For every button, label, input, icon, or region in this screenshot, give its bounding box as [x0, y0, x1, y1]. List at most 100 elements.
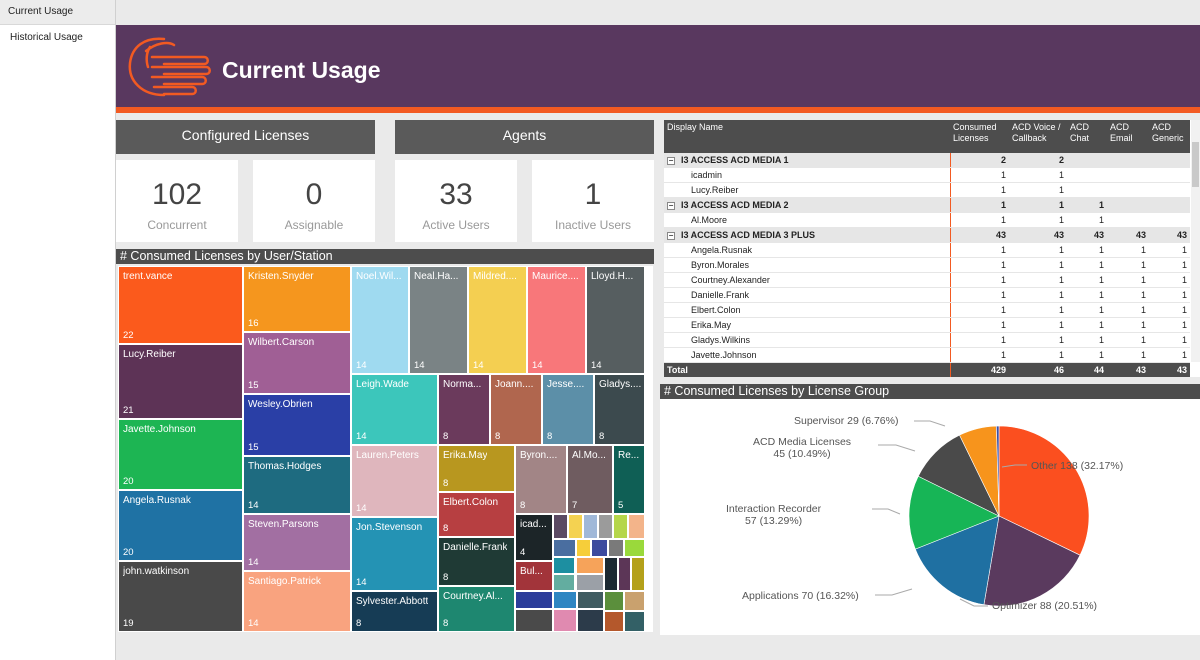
pie-slice[interactable] — [996, 425, 1000, 517]
treemap-cell[interactable]: Courtney.Al... 8 — [438, 586, 515, 632]
treemap-cell[interactable]: Gladys.... 8 — [594, 374, 645, 445]
nav-item-historical-usage[interactable]: Historical Usage — [10, 32, 83, 43]
treemap-cell[interactable] — [613, 514, 628, 539]
treemap-cell[interactable] — [604, 591, 624, 611]
treemap-cell[interactable]: Bul... — [515, 561, 553, 591]
treemap-cell[interactable]: Noel.Wil... 14 — [351, 266, 409, 374]
treemap-cell[interactable] — [583, 514, 598, 539]
treemap-cell[interactable]: Neal.Ha... 14 — [409, 266, 468, 374]
treemap-cell[interactable]: Jon.Stevenson 14 — [351, 517, 438, 591]
treemap-cell[interactable]: Lauren.Peters 14 — [351, 445, 438, 517]
table-row[interactable]: Courtney.Alexander 1 1 1 1 1 — [664, 272, 1190, 289]
table-scrollbar[interactable] — [1191, 120, 1200, 362]
treemap-cell[interactable] — [553, 609, 577, 632]
treemap-cell[interactable]: Steven.Parsons 14 — [243, 514, 351, 571]
table-row[interactable]: Elbert.Colon 1 1 1 1 1 — [664, 302, 1190, 319]
treemap-cell[interactable] — [631, 557, 645, 591]
pie-slice[interactable] — [908, 475, 1000, 550]
collapse-toggle-icon[interactable]: − — [667, 200, 675, 210]
treemap-cell[interactable]: Leigh.Wade 14 — [351, 374, 438, 445]
treemap-cell[interactable] — [515, 591, 553, 609]
treemap-cell[interactable]: Lucy.Reiber 21 — [118, 344, 243, 419]
treemap-cell[interactable]: Jesse.... 8 — [542, 374, 594, 445]
table-row[interactable]: Danielle.Frank 1 1 1 1 1 — [664, 287, 1190, 304]
col-acd-email[interactable]: ACD Email — [1107, 120, 1149, 153]
treemap-cell[interactable]: Kristen.Snyder 16 — [243, 266, 351, 332]
treemap-cell[interactable] — [624, 611, 645, 632]
treemap-cell[interactable] — [576, 574, 604, 591]
cell-generic — [1149, 212, 1190, 229]
treemap-cell[interactable] — [553, 557, 575, 574]
treemap-cell[interactable] — [604, 611, 624, 632]
treemap-cell[interactable] — [628, 514, 645, 539]
treemap-cell[interactable] — [591, 539, 608, 557]
cell-email: 1 — [1107, 302, 1149, 319]
treemap-cell-label: Noel.Wil... — [356, 271, 402, 282]
cell-email: 1 — [1107, 242, 1149, 259]
treemap-cell[interactable]: Lloyd.H... 14 — [586, 266, 645, 374]
treemap-cell[interactable] — [577, 591, 604, 609]
treemap-cell[interactable]: Mildred.... 14 — [468, 266, 527, 374]
treemap-cell[interactable] — [568, 514, 583, 539]
treemap-cell[interactable]: Norma... 8 — [438, 374, 490, 445]
treemap-cell-label: Maurice.... — [532, 271, 579, 282]
table-row[interactable]: Gladys.Wilkins 1 1 1 1 1 — [664, 332, 1190, 349]
pie-slice[interactable] — [914, 515, 1000, 606]
treemap-cell[interactable]: john.watkinson 19 — [118, 561, 243, 632]
treemap-cell[interactable]: Santiago.Patrick 14 — [243, 571, 351, 632]
treemap-cell[interactable]: Danielle.Frank 8 — [438, 537, 515, 586]
header-accent-stripe — [116, 107, 1200, 113]
treemap-cell[interactable]: Maurice.... 14 — [527, 266, 586, 374]
pie-slice[interactable] — [998, 425, 1090, 556]
treemap-cell[interactable] — [515, 609, 553, 632]
col-consumed-licenses[interactable]: Consumed Licenses — [950, 120, 1009, 153]
treemap-cell[interactable]: Sylvester.Abbott 8 — [351, 591, 438, 632]
treemap-cell[interactable] — [553, 591, 577, 609]
nav-item-current-usage[interactable]: Current Usage — [0, 0, 115, 25]
treemap-cell[interactable] — [624, 591, 645, 611]
treemap-cell[interactable]: icad... 4 — [515, 514, 553, 561]
table-row[interactable]: Erika.May 1 1 1 1 1 — [664, 317, 1190, 334]
treemap-cell[interactable]: Javette.Johnson 20 — [118, 419, 243, 490]
treemap-cell[interactable] — [604, 557, 618, 591]
table-row[interactable]: Angela.Rusnak 1 1 1 1 1 — [664, 242, 1190, 259]
table-row[interactable]: Lucy.Reiber 1 1 — [664, 182, 1190, 199]
table-group-row[interactable]: − I3 ACCESS ACD MEDIA 3 PLUS 43 43 43 43 43 — [664, 227, 1190, 244]
treemap-cell[interactable]: Joann.... 8 — [490, 374, 542, 445]
collapse-toggle-icon[interactable]: − — [667, 155, 675, 165]
treemap-cell[interactable]: Angela.Rusnak 20 — [118, 490, 243, 561]
treemap-cell[interactable]: Wesley.Obrien 15 — [243, 394, 351, 456]
treemap-cell[interactable]: Re... 5 — [613, 445, 645, 514]
treemap-cell[interactable] — [577, 609, 604, 632]
treemap-cell[interactable]: Elbert.Colon 8 — [438, 492, 515, 537]
col-acd-voice[interactable]: ACD Voice / Callback — [1009, 120, 1067, 153]
treemap-cell[interactable]: Byron.... 8 — [515, 445, 567, 514]
treemap-cell[interactable]: Al.Mo... 7 — [567, 445, 613, 514]
table-row[interactable]: icadmin 1 1 — [664, 167, 1190, 184]
treemap-cell[interactable] — [624, 539, 645, 557]
col-acd-chat[interactable]: ACD Chat — [1067, 120, 1107, 153]
treemap-cell[interactable]: Thomas.Hodges 14 — [243, 456, 351, 514]
table-row[interactable]: Byron.Morales 1 1 1 1 1 — [664, 257, 1190, 274]
treemap-cell[interactable] — [618, 557, 631, 591]
treemap-cell[interactable] — [576, 557, 604, 574]
treemap-cell[interactable]: trent.vance 22 — [118, 266, 243, 344]
col-acd-generic[interactable]: ACD Generic — [1149, 120, 1190, 153]
treemap-cell-count: 14 — [591, 360, 602, 371]
treemap-cell[interactable] — [553, 574, 575, 591]
collapse-toggle-icon[interactable]: − — [667, 230, 675, 240]
table-row[interactable]: Javette.Johnson 1 1 1 1 1 — [664, 347, 1190, 364]
treemap-cell[interactable] — [553, 539, 576, 557]
treemap-cell[interactable]: Erika.May 8 — [438, 445, 515, 492]
pie-slice[interactable] — [983, 515, 1081, 607]
table-row[interactable]: Al.Moore 1 1 1 — [664, 212, 1190, 229]
col-display-name[interactable]: Display Name — [664, 120, 950, 153]
scrollbar-thumb[interactable] — [1192, 142, 1199, 187]
treemap-cell[interactable] — [598, 514, 613, 539]
treemap-cell[interactable] — [553, 514, 568, 539]
treemap-cell[interactable] — [576, 539, 591, 557]
treemap-cell[interactable]: Wilbert.Carson 15 — [243, 332, 351, 394]
treemap-cell[interactable] — [608, 539, 624, 557]
